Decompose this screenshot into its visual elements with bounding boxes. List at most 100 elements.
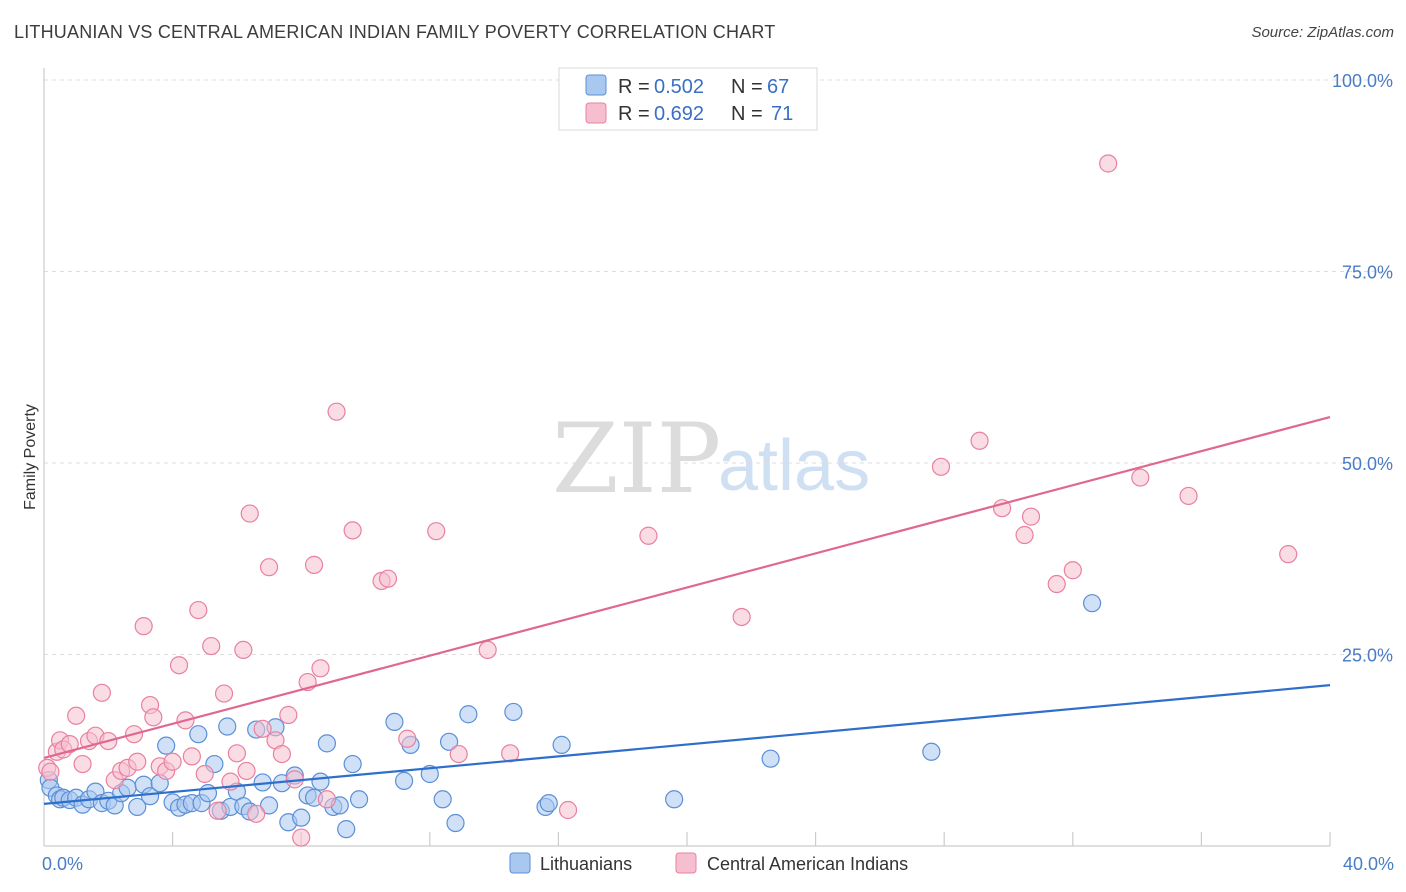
central-american-indians-point	[208, 801, 227, 820]
lithuanians-point	[385, 712, 404, 732]
y-tick-label: 25.0%	[1342, 646, 1393, 666]
central-american-indians-point	[189, 600, 208, 620]
central-american-indians-point	[1015, 525, 1034, 545]
bottom-legend-swatch-central-american-indians[interactable]	[675, 852, 697, 874]
legend-r-value-central-american-indians: 0.692	[654, 103, 704, 125]
central-american-indians-point	[259, 558, 279, 577]
series-legend: Lithuanians Central American Indians	[509, 852, 908, 874]
lithuanians-point	[394, 771, 414, 790]
lithuanians-point	[349, 790, 369, 809]
legend-r-label: R =	[618, 76, 650, 98]
gridlines	[44, 79, 1394, 655]
central-american-indians-point	[1063, 561, 1082, 580]
legend-r-label: R =	[618, 103, 650, 125]
source-label: Source: ZipAtlas.com	[1251, 24, 1394, 41]
central-american-indians-point	[1179, 486, 1198, 506]
lithuanians-point	[343, 754, 362, 774]
lithuanians-point	[292, 808, 311, 827]
y-tick-label: 75.0%	[1342, 263, 1393, 283]
central-american-indians-point	[247, 804, 266, 823]
central-american-indians-point	[478, 640, 497, 660]
lithuanians-point	[157, 736, 176, 755]
central-american-indians-point	[970, 431, 989, 450]
central-american-indians-point	[1099, 154, 1118, 173]
lithuanians-point	[439, 732, 459, 751]
central-american-indians-point	[169, 656, 189, 675]
x-tick-label: 0.0%	[42, 854, 83, 874]
central-american-indians-point	[398, 729, 417, 748]
trend-line-lithuanians	[43, 684, 1331, 805]
lithuanians-point	[259, 796, 279, 815]
central-american-indians-point	[1131, 468, 1150, 487]
y-tick-label: 50.0%	[1342, 454, 1393, 474]
central-american-indians-point	[202, 636, 221, 656]
central-american-indians-point	[60, 735, 79, 754]
legend-n-label: N =	[731, 76, 763, 98]
trend-line-central-american-indians	[43, 415, 1331, 759]
central-american-indians-point	[240, 504, 259, 523]
lithuanians-point	[539, 794, 558, 813]
central-american-indians-point	[427, 522, 446, 541]
lithuanians-point	[1082, 594, 1102, 613]
central-american-indians-point	[182, 747, 201, 766]
central-american-indians-point	[279, 705, 298, 725]
central-american-indians-point	[639, 526, 658, 545]
central-american-indians-point	[73, 754, 92, 774]
lithuanians-point	[665, 790, 684, 809]
central-american-indians-point	[234, 640, 253, 660]
central-american-indians-point	[931, 457, 951, 476]
lithuanians-point	[922, 742, 941, 761]
bottom-legend-swatch-lithuanians[interactable]	[509, 852, 531, 874]
x-tick-label: 40.0%	[1343, 854, 1394, 874]
lithuanians-point	[504, 702, 523, 722]
legend-swatch-lithuanians	[585, 74, 607, 96]
bottom-legend-label-lithuanians[interactable]: Lithuanians	[540, 854, 632, 874]
legend-r-value-lithuanians: 0.502	[654, 76, 704, 98]
central-american-indians-point	[449, 744, 468, 764]
lithuanians-point	[140, 787, 160, 806]
y-tick-labels: 25.0% 50.0% 75.0% 100.0%	[1332, 71, 1393, 666]
bottom-legend-label-central-american-indians[interactable]: Central American Indians	[707, 854, 908, 874]
central-american-indians-point	[1047, 574, 1066, 594]
central-american-indians-point	[214, 684, 234, 703]
central-american-indians-point	[237, 761, 256, 781]
x-tick-labels: 0.0% 40.0%	[42, 854, 1394, 874]
lithuanians-point	[311, 772, 330, 791]
central-american-indians-point	[1279, 545, 1298, 564]
central-american-indians-point	[128, 752, 147, 771]
lithuanians-point	[552, 735, 571, 754]
central-american-indians-point	[311, 659, 330, 678]
central-american-indians-point	[292, 828, 311, 847]
central-american-indians-point	[317, 790, 337, 809]
central-american-indians-point	[67, 706, 86, 725]
watermark-zip: ZIP	[552, 403, 721, 515]
legend-swatch-central-american-indians	[585, 102, 607, 124]
lithuanians-point	[218, 717, 237, 736]
lithuanians-point	[459, 705, 478, 724]
watermark-atlas: atlas	[718, 426, 870, 506]
lithuanians-point	[128, 797, 147, 817]
central-american-indians-point	[378, 569, 398, 588]
central-american-indians-point	[163, 752, 182, 771]
central-american-indians-point	[327, 402, 346, 421]
legend-n-label: N =	[731, 103, 763, 125]
central-american-indians-point	[227, 744, 246, 763]
central-american-indians-point	[732, 607, 751, 627]
legend-n-value-central-american-indians: 71	[771, 103, 793, 125]
y-axis-label: Family Poverty	[22, 404, 39, 510]
central-american-indians-point	[272, 744, 292, 764]
lithuanians-point	[317, 734, 337, 753]
lithuanians-point	[189, 725, 208, 744]
lithuanians-point	[446, 813, 465, 833]
lithuanians-point	[761, 749, 780, 768]
central-american-indians-point	[343, 521, 362, 540]
central-american-indians-point	[253, 719, 272, 738]
central-american-indians-point	[195, 764, 214, 784]
chart-title: LITHUANIAN VS CENTRAL AMERICAN INDIAN FA…	[14, 22, 776, 42]
series-lithuanians	[39, 594, 1102, 839]
central-american-indians-point	[1021, 507, 1041, 526]
lithuanians-point	[337, 820, 356, 839]
central-american-indians-point	[304, 555, 324, 574]
stats-legend: R = 0.502 N = 67 R = 0.692 N = 71	[558, 67, 818, 131]
